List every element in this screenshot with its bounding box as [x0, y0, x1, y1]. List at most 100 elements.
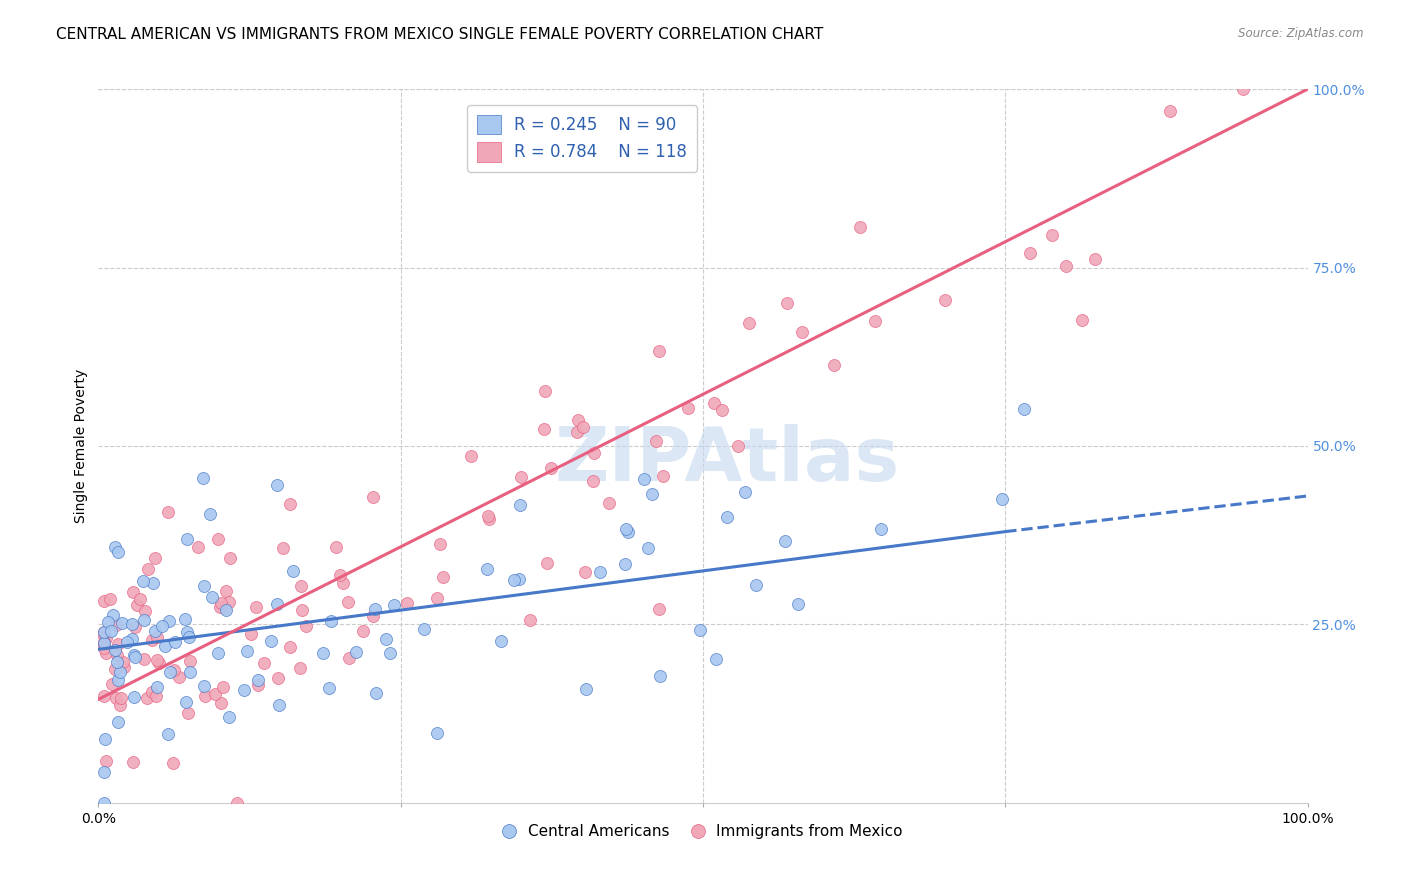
Y-axis label: Single Female Poverty: Single Female Poverty — [75, 369, 89, 523]
Point — [534, 384, 557, 398]
Point — [633, 472, 655, 486]
Point — [233, 682, 256, 697]
Point — [94, 754, 117, 768]
Point — [478, 511, 501, 525]
Point — [395, 596, 418, 610]
Point — [1232, 82, 1254, 96]
Point — [98, 592, 121, 607]
Point — [193, 578, 215, 592]
Point — [107, 545, 129, 559]
Point — [193, 470, 215, 484]
Point — [179, 665, 201, 679]
Point — [112, 655, 135, 669]
Point — [218, 595, 240, 609]
Point — [145, 630, 167, 644]
Point — [738, 317, 761, 331]
Point — [141, 685, 163, 699]
Point — [201, 590, 224, 604]
Point — [93, 624, 115, 639]
Point — [266, 597, 288, 611]
Point — [567, 413, 589, 427]
Point — [727, 439, 749, 453]
Point — [94, 646, 117, 660]
Point — [271, 541, 294, 555]
Point — [174, 695, 197, 709]
Point — [219, 551, 242, 566]
Point — [107, 714, 129, 729]
Point — [100, 677, 122, 691]
Point — [187, 540, 209, 554]
Point — [336, 595, 359, 609]
Point — [141, 633, 163, 648]
Text: CENTRAL AMERICAN VS IMMIGRANTS FROM MEXICO SINGLE FEMALE POVERTY CORRELATION CHA: CENTRAL AMERICAN VS IMMIGRANTS FROM MEXI… — [56, 27, 824, 42]
Point — [934, 293, 956, 307]
Point — [540, 461, 562, 475]
Point — [176, 532, 198, 546]
Point — [93, 629, 115, 643]
Point — [744, 578, 766, 592]
Point — [773, 534, 796, 549]
Point — [332, 576, 354, 591]
Point — [136, 691, 159, 706]
Point — [209, 600, 232, 615]
Point — [117, 634, 139, 648]
Point — [159, 665, 181, 680]
Point — [136, 562, 159, 576]
Point — [107, 637, 129, 651]
Point — [460, 449, 482, 463]
Point — [848, 220, 870, 235]
Point — [214, 600, 236, 615]
Point — [786, 598, 808, 612]
Point — [122, 648, 145, 662]
Point — [157, 505, 180, 519]
Point — [318, 681, 340, 695]
Point — [177, 630, 200, 644]
Point — [363, 490, 385, 504]
Point — [378, 646, 401, 660]
Point — [163, 634, 186, 648]
Point — [209, 596, 232, 610]
Point — [565, 425, 588, 439]
Point — [177, 706, 200, 721]
Point — [312, 646, 335, 660]
Point — [1040, 228, 1063, 243]
Point — [295, 619, 318, 633]
Point — [344, 645, 367, 659]
Point — [121, 584, 143, 599]
Legend: Central Americans, Immigrants from Mexico: Central Americans, Immigrants from Mexic… — [496, 818, 910, 845]
Point — [157, 727, 180, 741]
Point — [426, 726, 449, 740]
Point — [870, 522, 893, 536]
Point — [792, 325, 814, 339]
Point — [142, 576, 165, 591]
Point — [93, 635, 115, 649]
Point — [645, 434, 668, 449]
Point — [218, 710, 240, 724]
Point — [278, 640, 301, 654]
Point — [93, 625, 115, 640]
Point — [503, 574, 526, 588]
Text: Source: ZipAtlas.com: Source: ZipAtlas.com — [1239, 27, 1364, 40]
Point — [153, 639, 176, 653]
Point — [574, 566, 596, 580]
Point — [288, 661, 311, 675]
Point — [131, 574, 153, 589]
Point — [145, 689, 167, 703]
Point — [169, 670, 191, 684]
Point — [236, 644, 259, 658]
Point — [97, 615, 120, 629]
Point — [290, 603, 312, 617]
Point — [204, 687, 226, 701]
Point — [266, 671, 288, 685]
Point — [614, 522, 637, 536]
Point — [337, 650, 360, 665]
Point — [352, 624, 374, 639]
Point — [1054, 259, 1077, 273]
Point — [1084, 252, 1107, 267]
Point — [122, 690, 145, 704]
Point — [267, 698, 290, 712]
Point — [193, 679, 215, 693]
Point — [991, 491, 1014, 506]
Point — [100, 624, 122, 639]
Point — [179, 655, 201, 669]
